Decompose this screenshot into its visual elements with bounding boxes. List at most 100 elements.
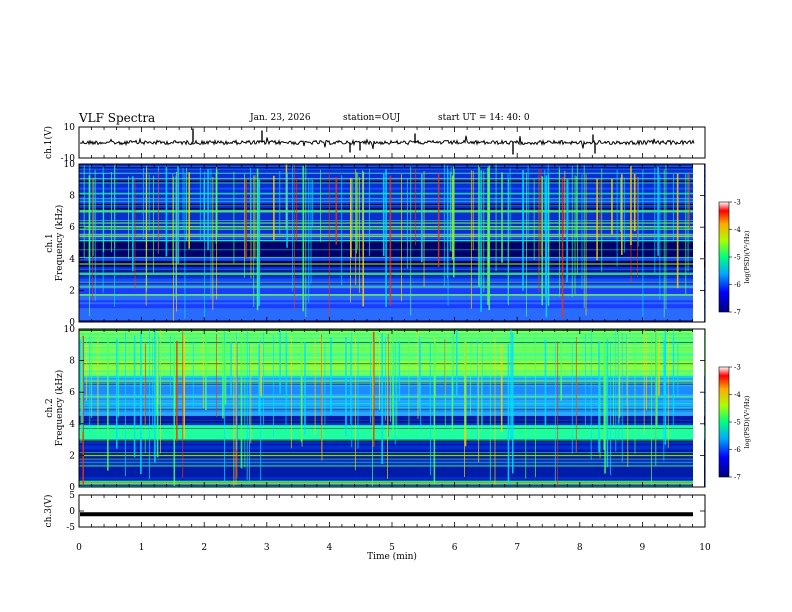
spec2-band: [79, 336, 705, 340]
spec1-band: [79, 193, 705, 197]
spec1-band: [79, 167, 705, 171]
spec2-band: [79, 404, 705, 407]
spec2-colorbar-tick-label: -6: [734, 446, 741, 454]
spec2-band: [79, 437, 705, 441]
spec1-band: [79, 274, 705, 278]
spec1-band: [79, 195, 705, 199]
spec1-band: [79, 284, 705, 287]
spec1-band: [79, 213, 705, 216]
spec2-colorbar-tick-label: -7: [734, 474, 741, 482]
header-station: station=OUJ: [343, 113, 401, 123]
spec1-band: [79, 304, 705, 307]
xaxis-tick-label: 3: [264, 543, 270, 553]
xaxis-tick-label: 9: [640, 543, 646, 553]
spec1-ylabel-channel: ch.1: [45, 233, 55, 252]
ch3-ytick-label: 5: [69, 491, 75, 501]
spec1-band: [79, 298, 705, 301]
spec2-band: [79, 433, 705, 437]
spec1-ytick-label: 4: [69, 255, 75, 265]
spec1-colorbar-tick-label: -4: [734, 226, 741, 234]
spec2-band: [79, 441, 705, 445]
spec2-colorbar: [718, 366, 730, 478]
spec1-band: [79, 241, 705, 244]
spec2-band: [79, 415, 705, 419]
xaxis-tick-label: 0: [76, 543, 82, 553]
spec1-band: [79, 256, 705, 260]
xaxis-tick-label: 1: [139, 543, 145, 553]
spec2-band: [79, 447, 705, 450]
spec1-band: [79, 246, 705, 250]
spec1-band: [79, 187, 705, 191]
spec1-band: [79, 248, 705, 252]
spec1-band: [79, 300, 705, 303]
spec1-colorbar-label: log(PSD)(V²/Hz): [743, 230, 751, 283]
spec1-band: [79, 292, 705, 295]
spec1-band: [79, 276, 705, 280]
xaxis-tick-label: 4: [327, 543, 333, 553]
spec2-band: [79, 386, 705, 389]
spec1-ytick-label: 0: [69, 318, 75, 328]
spec2-band: [79, 477, 705, 480]
spec2-band: [79, 344, 705, 348]
spec1-band: [79, 169, 705, 173]
spec2-colorbar-tick-label: -3: [734, 364, 741, 372]
ch1-ytick-label: 10: [64, 123, 76, 133]
spec1-colorbar-tick-label: -5: [734, 254, 741, 262]
spec1-band: [79, 282, 705, 285]
spec2-band: [79, 461, 705, 464]
spec1-ytick-label: 6: [69, 223, 75, 233]
spec1-band: [79, 205, 705, 208]
xaxis-tick-label: 7: [514, 543, 520, 553]
xaxis-tick-label: 2: [201, 543, 207, 553]
spec2-band: [79, 346, 705, 350]
spec1-band: [79, 171, 705, 175]
ch1-ytick-label: -10: [61, 154, 76, 164]
spec1-band: [79, 177, 705, 181]
spec1-band: [79, 244, 705, 248]
spec2-ylabel-channel: ch.2: [45, 398, 55, 417]
spec2-band: [79, 475, 705, 478]
spec2-band: [79, 425, 705, 429]
ch3-ylabel: ch.3(V): [43, 495, 54, 528]
spec2-band: [79, 352, 705, 356]
spec2-band: [79, 413, 705, 417]
spec1-band: [79, 215, 705, 218]
spec1-band: [79, 258, 705, 262]
spec1-ytick-label: 10: [64, 160, 76, 170]
spec2-ytick-label: 6: [69, 388, 75, 398]
spec1-right-gap: [693, 164, 704, 322]
spec1-band: [79, 296, 705, 299]
spec2-band: [79, 358, 705, 362]
spec2-band: [79, 429, 705, 433]
spec2-band: [79, 370, 705, 373]
xaxis-label: Time (min): [367, 551, 417, 562]
spec2-band: [79, 409, 705, 413]
xaxis-tick-label: 10: [699, 543, 711, 553]
spec2-band: [79, 368, 705, 371]
spec2-band: [79, 431, 705, 435]
spec1-band: [79, 183, 705, 187]
spec1-colorbar: [718, 201, 730, 313]
spectrogram-1-image: [79, 164, 705, 323]
spec1-band: [79, 288, 705, 291]
spec2-band: [79, 459, 705, 462]
spec1-band: [79, 260, 705, 264]
spec2-colorbar-label: log(PSD)(V²/Hz): [743, 395, 751, 448]
spec1-band: [79, 314, 705, 317]
spec2-band: [79, 411, 705, 415]
spec2-ytick-label: 8: [69, 357, 75, 367]
spec1-band: [79, 310, 705, 313]
spec2-band: [79, 356, 705, 360]
spec2-band: [79, 453, 705, 456]
spec1-band: [79, 270, 705, 274]
spec1-band: [79, 185, 705, 189]
xaxis-tick-label: 5: [389, 543, 395, 553]
spec2-band: [79, 479, 705, 482]
spec2-ytick-label: 2: [69, 451, 75, 461]
spec1-band: [79, 308, 705, 311]
spec1-band: [79, 217, 705, 220]
spec1-band: [79, 237, 705, 240]
spec1-ylabel: Frequency (kHz): [54, 205, 65, 282]
